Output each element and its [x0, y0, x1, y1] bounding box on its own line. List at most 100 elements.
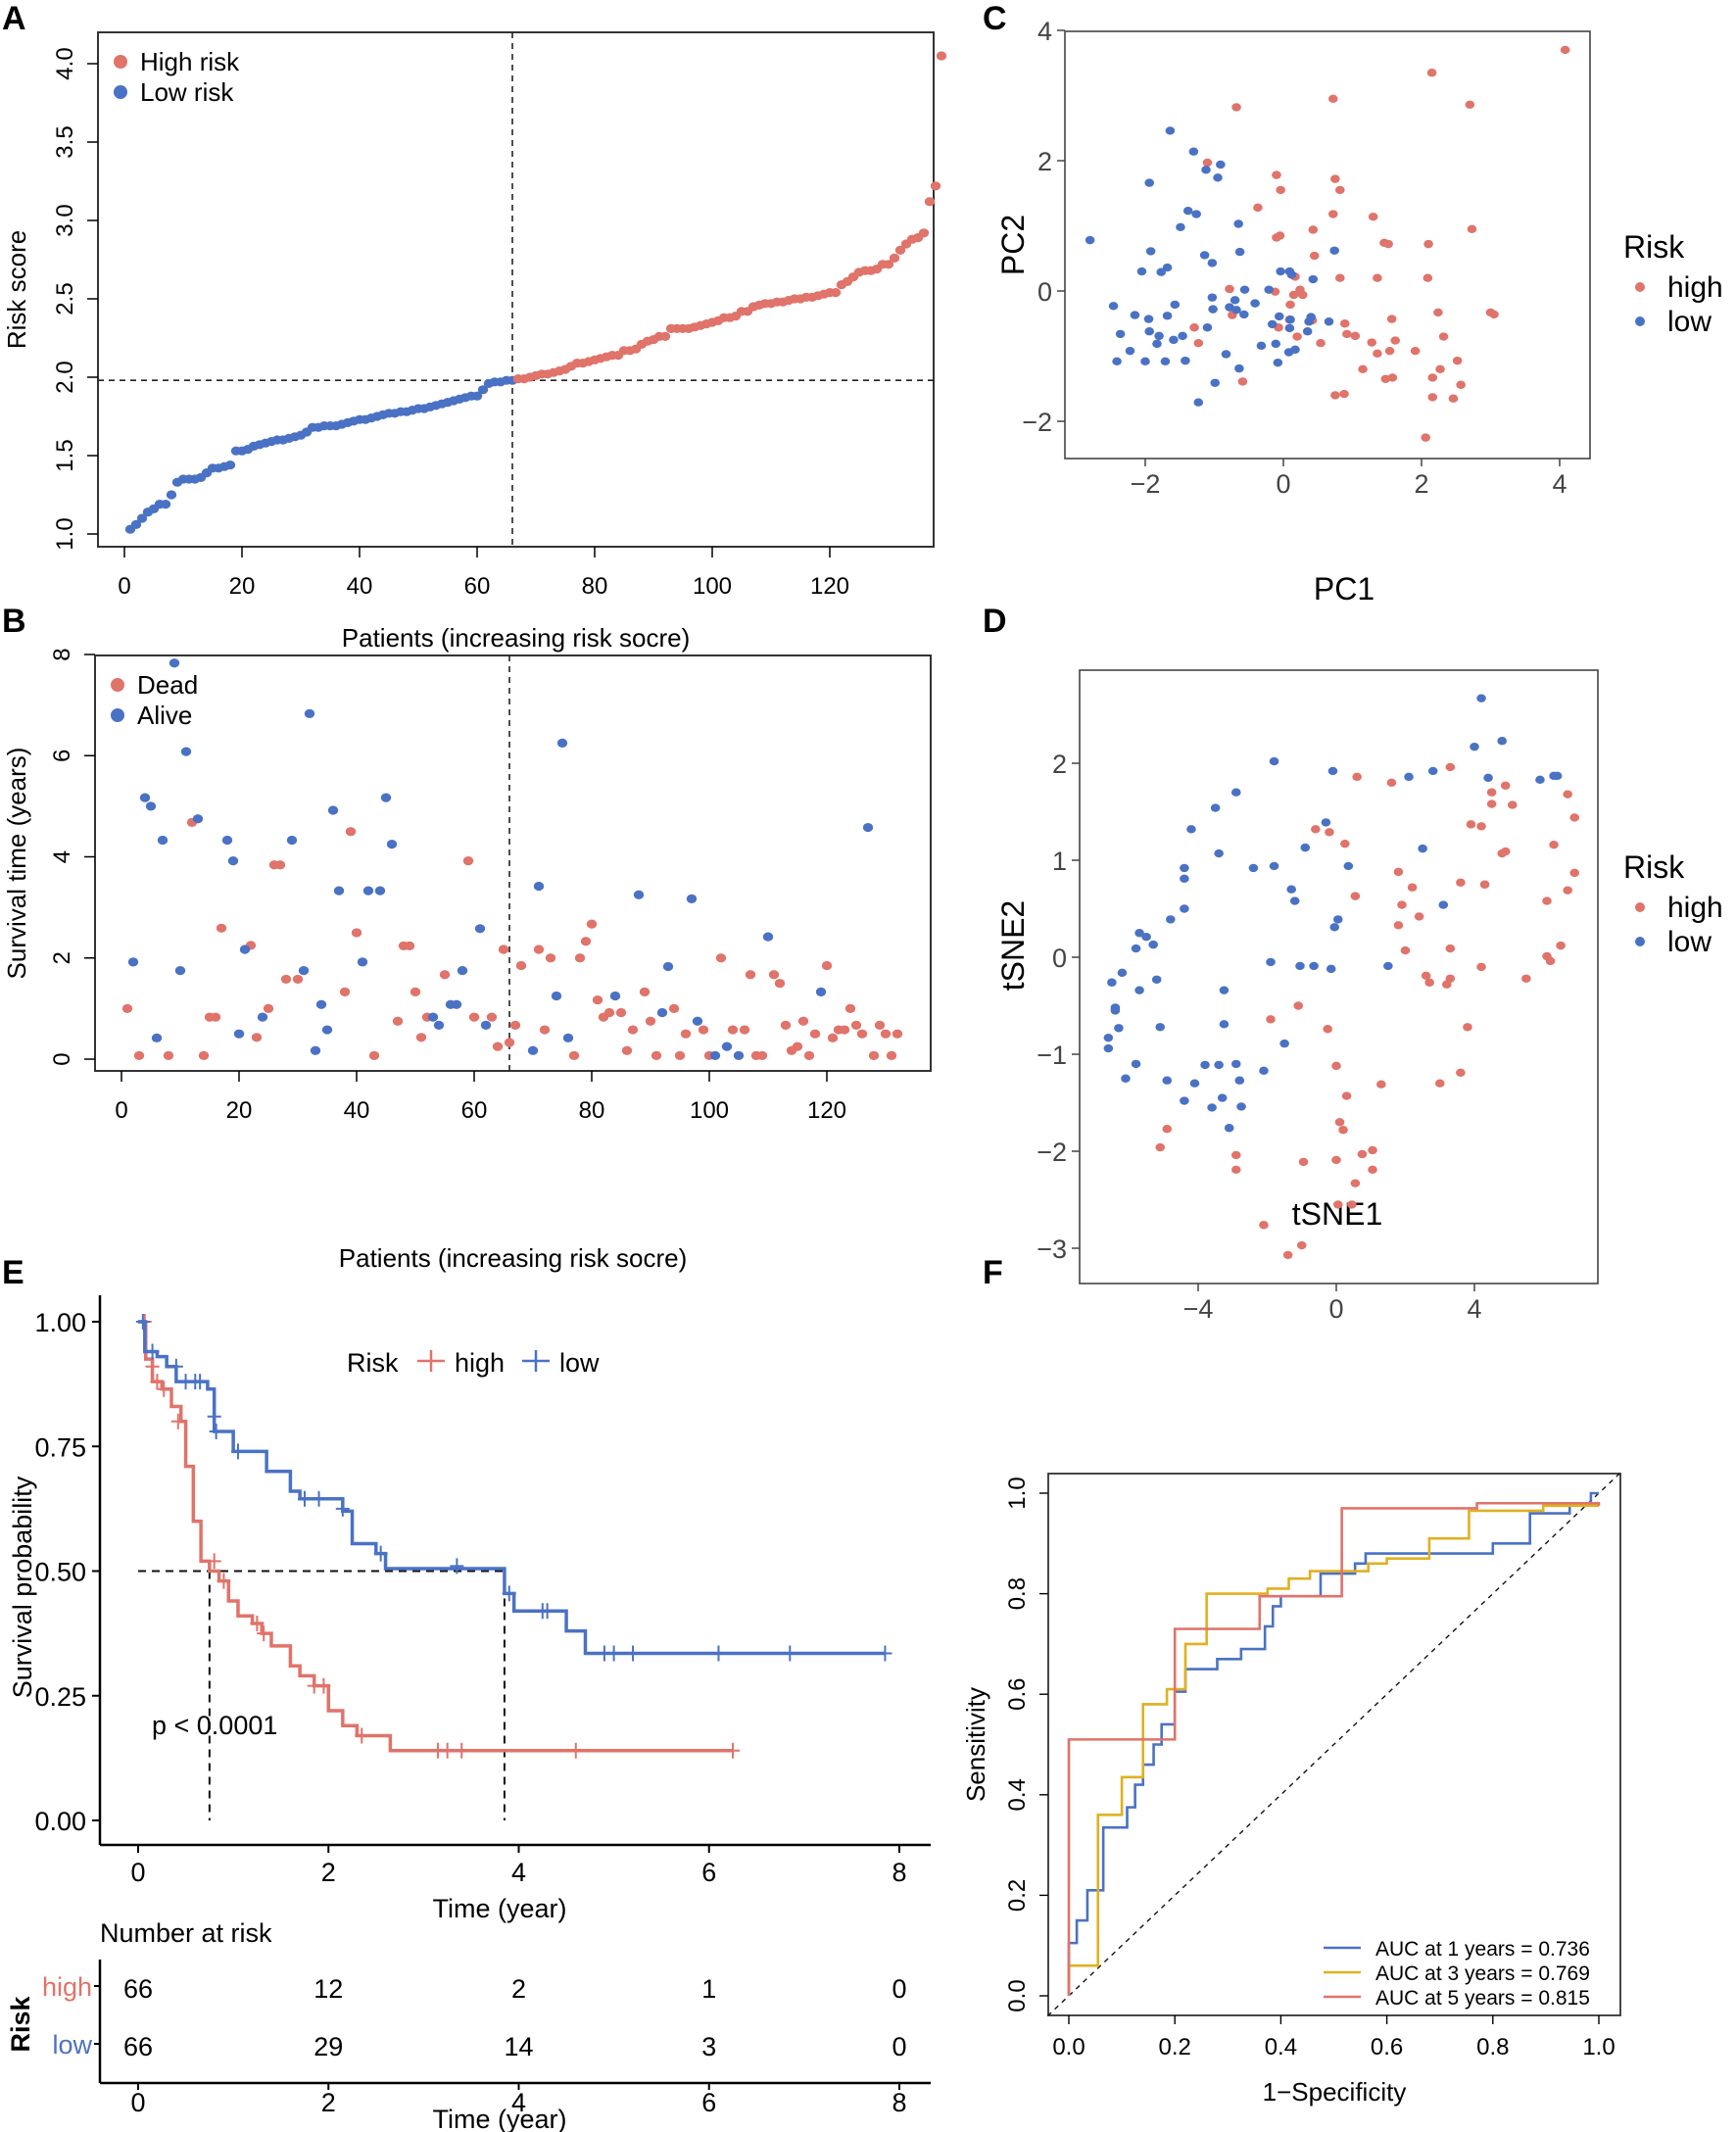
censor-mark — [726, 1742, 741, 1759]
x-tick-label: 100 — [690, 1097, 729, 1124]
data-point — [1155, 1023, 1166, 1032]
data-point — [1114, 1024, 1124, 1033]
legend-label: high — [1667, 271, 1723, 304]
legend-marker — [111, 708, 124, 722]
plot-frame — [97, 31, 935, 548]
data-point — [809, 1029, 821, 1039]
data-point — [327, 805, 339, 815]
legend-label: Dead — [137, 670, 198, 700]
data-point — [1427, 766, 1438, 776]
panel-e-kaplan-meier-plot: 0 2 4 6 8 0.00 0.25 0.50 0.75 1.00 Time (year) Surv… — [8, 1295, 931, 1923]
data-point — [1144, 327, 1155, 336]
data-point — [1170, 300, 1181, 310]
risk-count: 1 — [701, 1974, 716, 2004]
data-point — [1166, 915, 1176, 924]
roc-curve-2 — [1067, 1504, 1599, 1996]
data-point — [1121, 1074, 1131, 1083]
data-point — [1210, 378, 1221, 387]
data-point — [1330, 174, 1340, 183]
data-point — [1225, 284, 1234, 294]
data-point — [1267, 319, 1278, 329]
legend-marker — [114, 55, 127, 69]
data-point — [357, 957, 368, 967]
data-point — [1376, 1080, 1386, 1089]
data-point — [315, 999, 327, 1009]
data-point — [1332, 1200, 1343, 1209]
data-point — [257, 1012, 268, 1022]
x-tick-label: 80 — [579, 1097, 605, 1124]
data-point — [1186, 825, 1196, 834]
data-point — [1231, 306, 1241, 315]
legend-title: Risk — [1623, 229, 1685, 265]
panel-e-risk-table: Number at risk high 66 12 2 1 0 low 66 29 14 3 0 Risk… — [6, 1918, 931, 2132]
risk-count: 66 — [123, 2032, 153, 2061]
risk-count: 66 — [123, 1974, 153, 2004]
data-point — [803, 1050, 815, 1060]
y-tick-label: 0.0 — [1004, 1979, 1031, 2011]
censor-mark — [297, 1490, 312, 1507]
data-point — [457, 966, 468, 976]
data-point — [1329, 246, 1339, 255]
data-point — [1298, 1157, 1309, 1167]
censor-mark — [316, 1677, 331, 1694]
censor-mark — [170, 1413, 185, 1429]
data-point — [1569, 813, 1580, 822]
panel-letter-e: E — [2, 1254, 24, 1291]
data-point — [1199, 251, 1210, 260]
data-point — [651, 1050, 662, 1060]
legend-label: High risk — [140, 47, 240, 76]
data-point — [868, 1050, 880, 1060]
data-point — [1347, 1200, 1357, 1209]
data-point — [286, 835, 298, 846]
censor-mark — [250, 1615, 265, 1631]
data-point — [1418, 844, 1427, 853]
censor-mark — [193, 1374, 208, 1390]
data-point — [556, 738, 568, 748]
risk-count: 0 — [892, 1974, 906, 2004]
data-point — [1169, 335, 1179, 345]
panel-letter-b: B — [2, 603, 26, 640]
data-point — [1421, 433, 1431, 442]
data-point — [157, 835, 169, 846]
data-point — [404, 941, 415, 950]
censor-mark — [568, 1742, 583, 1759]
data-point — [797, 1016, 809, 1026]
data-point — [192, 814, 204, 824]
data-point — [1256, 341, 1267, 351]
x-tick-label: 0.4 — [1265, 2034, 1297, 2060]
y-tick-label: 1.0 — [52, 517, 78, 550]
data-point — [1162, 1125, 1173, 1134]
data-point — [1442, 980, 1452, 989]
y-tick-label: 2 — [1037, 147, 1052, 176]
censor-mark — [606, 1645, 621, 1662]
x-tick-label: 60 — [464, 573, 491, 600]
data-point — [1373, 273, 1382, 282]
plot-frame — [94, 654, 932, 1072]
data-point — [1329, 923, 1340, 932]
data-point — [1397, 900, 1407, 909]
data-point — [477, 385, 489, 395]
y-axis-label: Risk score — [2, 230, 31, 349]
censor-mark — [207, 1553, 221, 1570]
data-point — [1486, 788, 1497, 797]
data-point — [1463, 1023, 1472, 1032]
data-point — [1560, 45, 1570, 55]
data-point — [1201, 166, 1211, 174]
data-point — [686, 894, 698, 903]
data-point — [362, 886, 374, 896]
data-point — [762, 932, 774, 942]
legend-label: Low risk — [140, 77, 234, 107]
data-point — [1230, 296, 1240, 305]
data-point — [515, 960, 527, 971]
data-point — [1542, 896, 1552, 905]
data-point — [1248, 863, 1259, 873]
data-point — [174, 966, 186, 976]
data-point — [692, 1016, 703, 1026]
data-point — [1107, 978, 1117, 987]
data-point — [562, 1033, 574, 1042]
y-tick-label: 1 — [1052, 847, 1067, 876]
y-tick-label: 0 — [1037, 277, 1052, 307]
data-point — [1231, 103, 1241, 112]
data-point — [1368, 1165, 1377, 1175]
data-point — [1343, 861, 1354, 871]
